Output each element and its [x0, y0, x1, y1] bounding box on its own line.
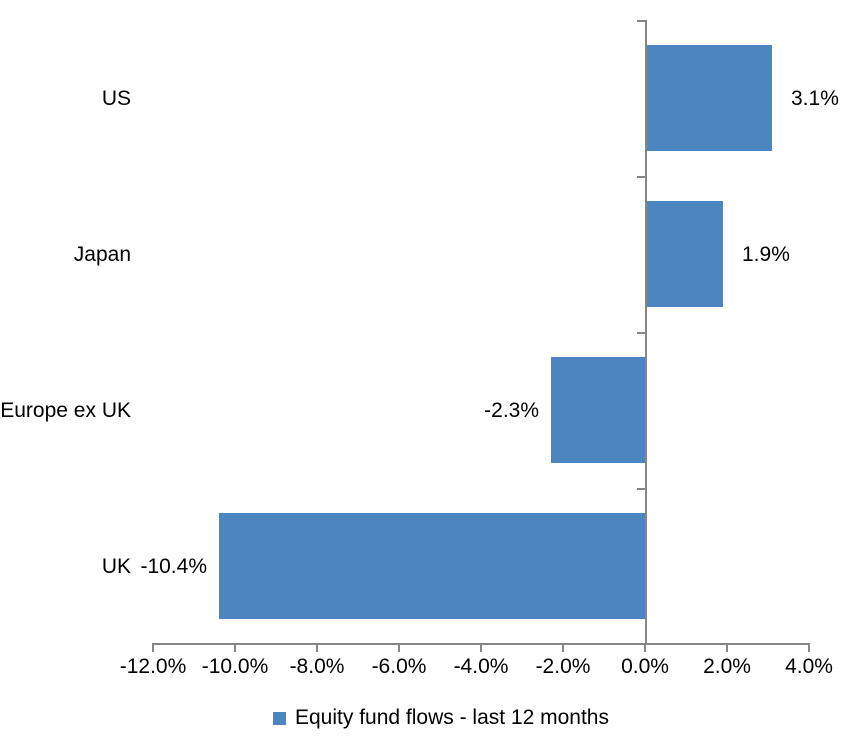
x-axis-tick [808, 645, 810, 652]
x-axis-tick [562, 645, 564, 652]
x-axis-tick-label: -6.0% [371, 655, 427, 678]
x-axis-tick [152, 645, 154, 652]
x-axis-tick-label: -4.0% [453, 655, 509, 678]
category-label: US [101, 86, 131, 110]
bar-value-label: 1.9% [742, 242, 790, 266]
legend: Equity fund flows - last 12 months [15, 706, 852, 730]
x-axis-tick [316, 645, 318, 652]
category-label: UK [101, 554, 131, 578]
bar-value-label: -2.3% [484, 398, 539, 422]
y-axis-line [645, 20, 647, 645]
x-axis-line [152, 643, 810, 645]
x-axis-tick-label: 0.0% [621, 655, 669, 678]
x-axis-tick-label: 4.0% [785, 655, 833, 678]
x-axis-tick [480, 645, 482, 652]
x-axis-tick [726, 645, 728, 652]
category-label: Japan [73, 242, 131, 266]
x-axis-tick [234, 645, 236, 652]
x-axis-tick [398, 645, 400, 652]
x-axis-tick-label: -8.0% [289, 655, 345, 678]
bar-value-label: -10.4% [140, 554, 207, 578]
bar [551, 357, 645, 463]
y-axis-tick [637, 488, 645, 490]
legend-marker-icon [273, 711, 286, 725]
x-axis-tick [644, 645, 646, 652]
bar [647, 45, 772, 151]
y-axis-tick [637, 176, 645, 178]
y-axis-tick [637, 332, 645, 334]
x-axis-tick-label: -10.0% [201, 655, 269, 678]
bar [647, 201, 723, 307]
legend-label: Equity fund flows - last 12 months [295, 706, 609, 729]
x-axis-tick-label: -2.0% [535, 655, 591, 678]
category-label: Europe ex UK [0, 398, 131, 422]
y-axis-tick [637, 20, 645, 22]
bar-value-label: 3.1% [791, 86, 839, 110]
x-axis-tick-label: 2.0% [703, 655, 751, 678]
x-axis-tick-label: -12.0% [119, 655, 187, 678]
bar [219, 513, 645, 619]
